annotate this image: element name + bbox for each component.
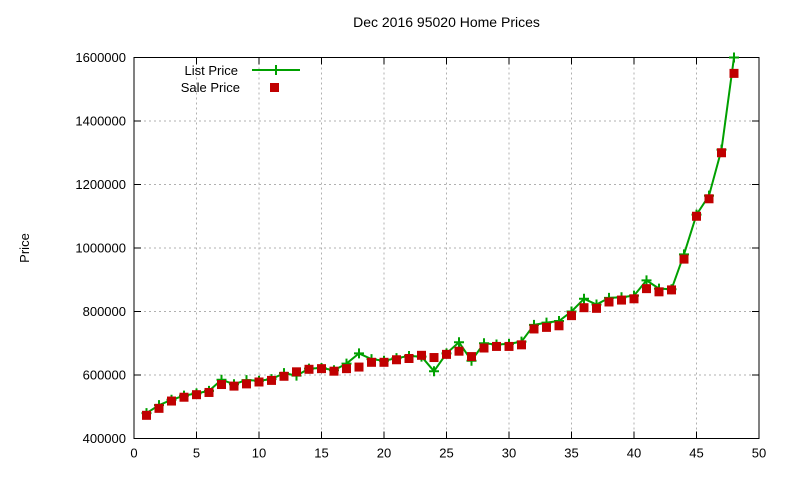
square-marker-icon: [304, 364, 314, 374]
square-marker-icon: [204, 387, 214, 397]
square-marker-icon: [217, 380, 226, 390]
y-tick-label: 1200000: [75, 177, 126, 192]
y-tick-label: 800000: [83, 304, 126, 319]
tick-labels: 0 5 10 15 20 25 30 35 40 45 50 400000 600000 800000 10…: [75, 50, 766, 461]
legend-sale-price-label: Sale Price: [180, 80, 240, 95]
plus-marker-icon: [579, 293, 589, 304]
square-marker-icon: [504, 341, 514, 351]
square-marker-icon: [179, 392, 189, 402]
list-price-line: [145, 57, 735, 414]
square-marker-icon: [542, 322, 551, 332]
square-marker-icon: [454, 346, 464, 356]
square-marker-icon: [679, 254, 689, 264]
square-marker-icon: [292, 367, 301, 377]
x-tick-label: 30: [502, 446, 516, 461]
square-marker-icon: [629, 294, 639, 304]
plus-marker-icon: [729, 52, 739, 63]
plus-marker-icon: [641, 275, 652, 286]
square-marker-icon: [354, 362, 364, 372]
y-tick-label: 1600000: [75, 50, 126, 65]
x-tick-label: 35: [564, 446, 578, 461]
square-marker-icon: [254, 377, 264, 387]
x-tick-label: 20: [377, 446, 391, 461]
plus-marker-icon: [454, 337, 464, 348]
square-marker-icon: [229, 381, 239, 391]
square-marker-icon: [517, 340, 526, 350]
square-marker-icon: [442, 349, 451, 359]
square-marker-icon: [317, 364, 326, 374]
square-marker-icon: [329, 366, 339, 376]
square-marker-icon: [579, 303, 589, 313]
square-marker-icon: [367, 357, 376, 367]
sale-price-series: [142, 68, 739, 420]
square-marker-icon: [404, 353, 414, 363]
square-marker-icon: [567, 311, 576, 321]
square-marker-icon: [392, 355, 401, 365]
y-tick-label: 600000: [83, 368, 126, 383]
square-marker-icon: [604, 297, 614, 307]
square-marker-icon: [167, 396, 176, 406]
square-marker-icon: [429, 353, 439, 363]
square-marker-icon: [242, 379, 251, 389]
list-price-series: [141, 52, 739, 419]
square-marker-icon: [379, 357, 389, 367]
plus-marker-icon: [271, 65, 281, 75]
square-marker-icon: [267, 375, 276, 385]
plus-marker-icon: [429, 366, 439, 377]
y-axis-label: Price: [17, 233, 32, 263]
chart-title: Dec 2016 95020 Home Prices: [353, 14, 540, 30]
square-marker-icon: [492, 341, 501, 351]
square-marker-icon: [192, 390, 201, 400]
square-marker-icon: [617, 295, 626, 305]
square-marker-icon: [279, 371, 289, 381]
list-price-line-sample: [252, 65, 300, 75]
square-marker-icon: [554, 321, 564, 331]
x-tick-label: 40: [627, 446, 641, 461]
x-tick-label: 45: [689, 446, 703, 461]
x-tick-label: 0: [130, 446, 137, 461]
legend-list-price-label: List Price: [184, 63, 238, 78]
square-marker-icon: [467, 352, 476, 362]
square-marker-icon: [142, 410, 151, 420]
tick-marks: [133, 57, 760, 439]
square-marker-icon: [342, 364, 351, 374]
x-tick-label: 5: [193, 446, 200, 461]
square-marker-icon: [479, 343, 489, 353]
y-tick-label: 1000000: [75, 241, 126, 256]
square-marker-icon: [717, 148, 726, 158]
square-marker-icon: [417, 350, 426, 360]
plus-marker-icon: [354, 348, 364, 359]
square-marker-icon: [529, 324, 539, 334]
square-marker-icon: [667, 285, 676, 295]
square-marker-icon: [592, 303, 601, 313]
square-marker-icon: [654, 287, 664, 297]
square-marker-icon: [642, 284, 651, 294]
x-tick-label: 25: [439, 446, 453, 461]
x-tick-label: 15: [314, 446, 328, 461]
square-marker-icon: [692, 211, 701, 221]
sale-price-marker-sample: [270, 83, 279, 92]
square-marker-icon: [154, 403, 164, 413]
square-marker-icon: [729, 68, 739, 78]
y-tick-label: 1400000: [75, 114, 126, 129]
gridlines: [134, 57, 759, 439]
square-marker-icon: [704, 194, 714, 204]
y-tick-label: 400000: [83, 431, 126, 446]
x-tick-label: 50: [752, 446, 766, 461]
x-tick-label: 10: [252, 446, 266, 461]
